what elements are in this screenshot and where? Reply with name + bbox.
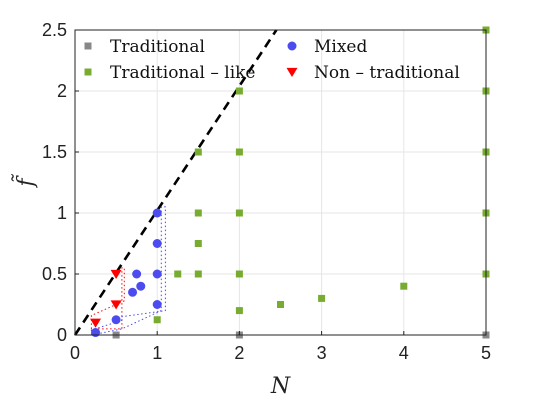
data-point-mixed bbox=[111, 315, 121, 325]
x-tick-label: 3 bbox=[317, 343, 327, 363]
x-tick-label: 5 bbox=[481, 343, 491, 363]
region-outline-0 bbox=[90, 267, 125, 330]
y-tick-label: 1 bbox=[57, 203, 67, 223]
data-point-non-traditional bbox=[110, 300, 122, 310]
data-point-mixed bbox=[136, 281, 146, 291]
data-point-traditional-like bbox=[174, 270, 182, 278]
y-axis-title: f̃ bbox=[12, 173, 39, 189]
data-point-non-traditional bbox=[110, 269, 122, 279]
reference-dashed-line bbox=[73, 29, 278, 336]
data-point-traditional-like bbox=[235, 209, 243, 217]
data-point-traditional-like bbox=[194, 270, 202, 278]
legend-marker bbox=[84, 68, 92, 76]
plot-frame bbox=[74, 29, 487, 336]
y-tick-label: 0 bbox=[57, 325, 67, 345]
data-point-traditional-like bbox=[318, 294, 326, 302]
legend-entry: Traditional – like bbox=[84, 63, 256, 83]
data-point-traditional-like bbox=[194, 148, 202, 156]
legend-label: Mixed bbox=[314, 37, 367, 57]
legend-label: Traditional – like bbox=[110, 63, 256, 83]
legend-label: Traditional bbox=[110, 37, 205, 57]
data-point-traditional-like bbox=[235, 87, 243, 95]
x-tick-label: 1 bbox=[152, 343, 162, 363]
reference-line-layer bbox=[73, 29, 278, 336]
data-point-mixed bbox=[152, 269, 162, 279]
y-tick-label: 2 bbox=[57, 81, 67, 101]
legend-entry: Traditional bbox=[84, 37, 205, 57]
x-tick-label: 4 bbox=[399, 343, 409, 363]
data-point-mixed bbox=[152, 239, 162, 248]
region-outlines bbox=[90, 206, 166, 336]
data-point-traditional-like bbox=[194, 209, 202, 217]
legend-entry: Mixed bbox=[287, 37, 367, 57]
x-tick-label: 0 bbox=[70, 343, 80, 363]
data-point-traditional-like bbox=[277, 301, 284, 308]
legend-entry: Non – traditional bbox=[286, 63, 460, 83]
data-point-traditional-like bbox=[235, 270, 243, 278]
y-tick-label: 0.5 bbox=[42, 264, 67, 284]
y-tick-label: 1.5 bbox=[42, 142, 67, 162]
region-outline-1 bbox=[90, 206, 166, 336]
data-point-mixed bbox=[91, 328, 101, 338]
data-point-non-traditional bbox=[90, 318, 102, 328]
data-point-mixed bbox=[132, 269, 142, 279]
x-tick-label: 2 bbox=[234, 343, 244, 363]
legend-marker bbox=[287, 41, 297, 51]
x-axis-title: N bbox=[270, 374, 291, 399]
legend-marker bbox=[286, 67, 298, 77]
y-tick-label: 2.5 bbox=[42, 20, 67, 40]
legend-marker bbox=[84, 42, 92, 50]
data-point-traditional-like bbox=[194, 240, 202, 247]
data-point-traditional-like bbox=[400, 282, 408, 290]
data-point-mixed bbox=[152, 300, 162, 309]
axes-layer bbox=[74, 29, 487, 336]
data-point-traditional-like bbox=[235, 148, 243, 156]
legend-label: Non – traditional bbox=[314, 63, 460, 83]
data-point-traditional-like bbox=[235, 307, 243, 315]
data-point-mixed bbox=[128, 287, 138, 297]
legend: Traditional Traditional – like Mixed Non – … bbox=[84, 37, 460, 83]
data-point-traditional-like bbox=[153, 316, 161, 324]
tick-labels-layer: 0 1 2 3 4 5 0 0.5 1 1.5 2 2.5 bbox=[42, 20, 491, 363]
data-point-mixed bbox=[152, 208, 162, 218]
